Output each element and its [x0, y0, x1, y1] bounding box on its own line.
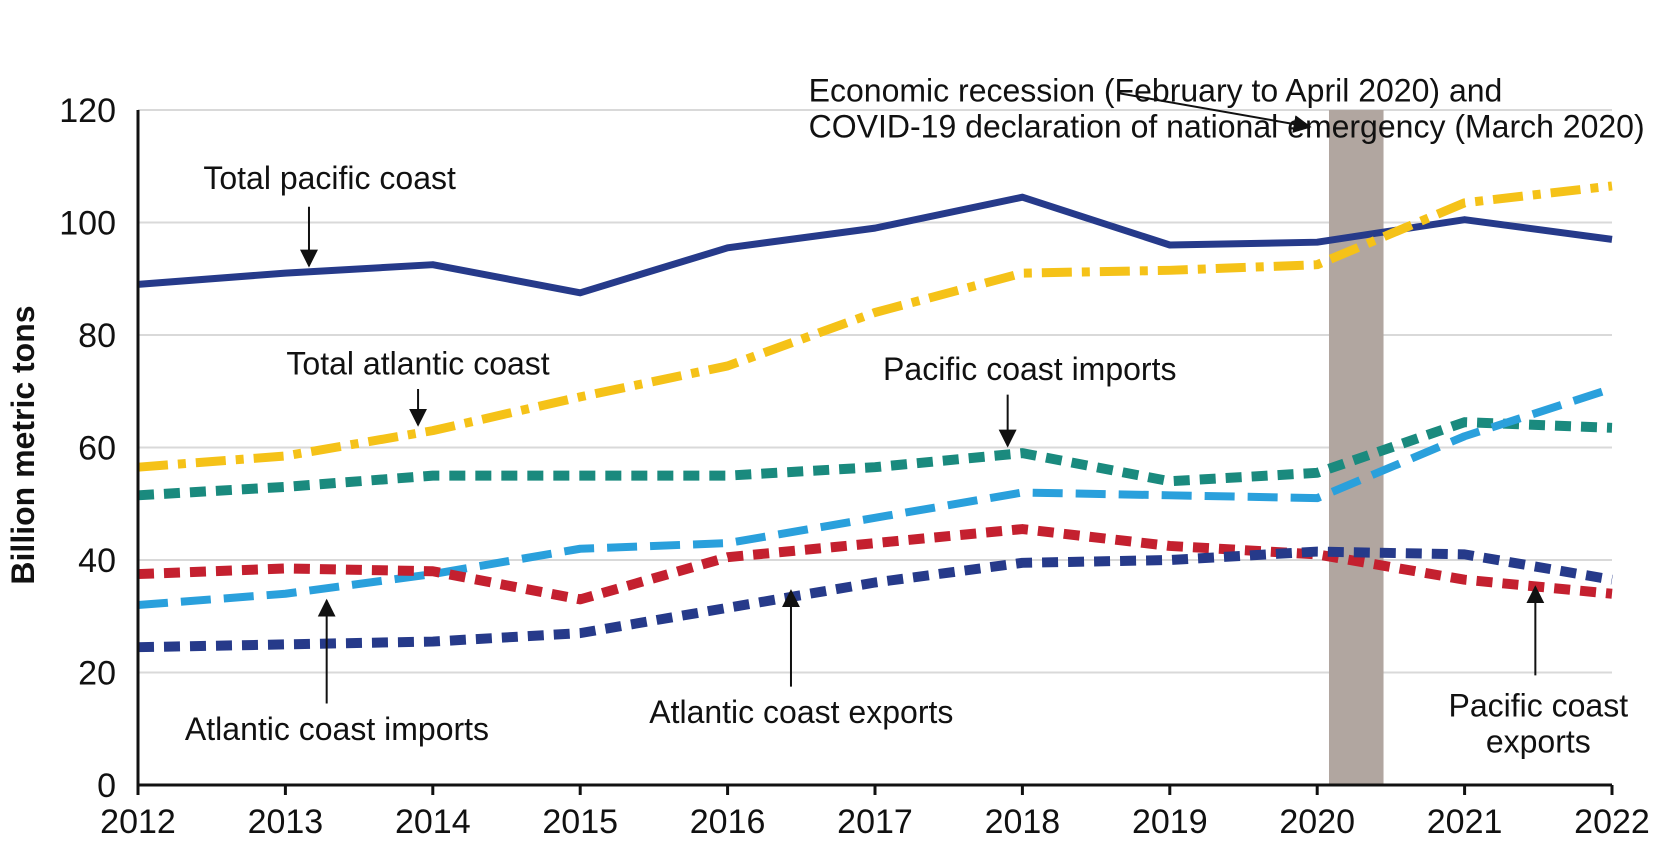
recession-shading	[1328, 110, 1384, 785]
x-tick-label: 2019	[1132, 803, 1208, 841]
x-tick-label: 2012	[100, 803, 176, 841]
recession-arrow	[1118, 92, 1312, 133]
y-tick-label: 80	[78, 317, 116, 355]
x-tick-label: 2016	[690, 803, 766, 841]
y-axis-label: Billion metric tons	[5, 305, 41, 584]
x-tick-label: 2018	[985, 803, 1061, 841]
series-lines	[137, 181, 1614, 653]
series-line-pacific-coast-imports	[137, 417, 1613, 501]
x-tick-label: 2022	[1574, 803, 1650, 841]
x-tick-label: 2014	[395, 803, 471, 841]
x-tick-label: 2020	[1279, 803, 1355, 841]
series-line-atlantic-coast-imports	[137, 384, 1614, 609]
series-line-pacific-coast-exports	[137, 524, 1613, 605]
y-tick-label: 120	[59, 92, 116, 130]
y-tick-label: 100	[59, 205, 116, 243]
annotation-pacific-exports: exports	[1486, 723, 1591, 759]
y-tick-label: 60	[78, 430, 116, 468]
y-tick-label: 20	[78, 655, 116, 693]
annotation-total-pacific: Total pacific coast	[203, 160, 456, 196]
axes: 0 20 40 60 80 100 120 2012 2013 2014 2015 2016 2017 2…	[59, 92, 1650, 841]
annotation-atlantic-imports: Atlantic coast imports	[185, 711, 489, 747]
annotation-recession: Economic recession (February to April 20…	[809, 73, 1503, 109]
x-tick-label: 2015	[542, 803, 618, 841]
annotation-pacific-exports: Pacific coast	[1448, 687, 1628, 723]
series-line-total-pacific-coast	[137, 193, 1613, 297]
annotation-recession: COVID-19 declaration of national emergen…	[809, 109, 1645, 145]
series-line-total-atlantic-coast	[137, 181, 1613, 472]
annotation-pacific-imports: Pacific coast imports	[883, 351, 1176, 387]
annotation-atlantic-exports: Atlantic coast exports	[649, 694, 953, 730]
x-tick-label: 2021	[1427, 803, 1503, 841]
series-line-atlantic-coast-exports	[137, 546, 1613, 653]
annotation-total-atlantic: Total atlantic coast	[286, 345, 549, 381]
x-tick-label: 2017	[837, 803, 913, 841]
y-tick-label: 0	[97, 767, 116, 805]
y-tick-label: 40	[78, 542, 116, 580]
recession-bar	[1328, 110, 1384, 785]
annotations: Economic recession (February to April 20…	[185, 73, 1645, 760]
x-tick-label: 2013	[248, 803, 324, 841]
